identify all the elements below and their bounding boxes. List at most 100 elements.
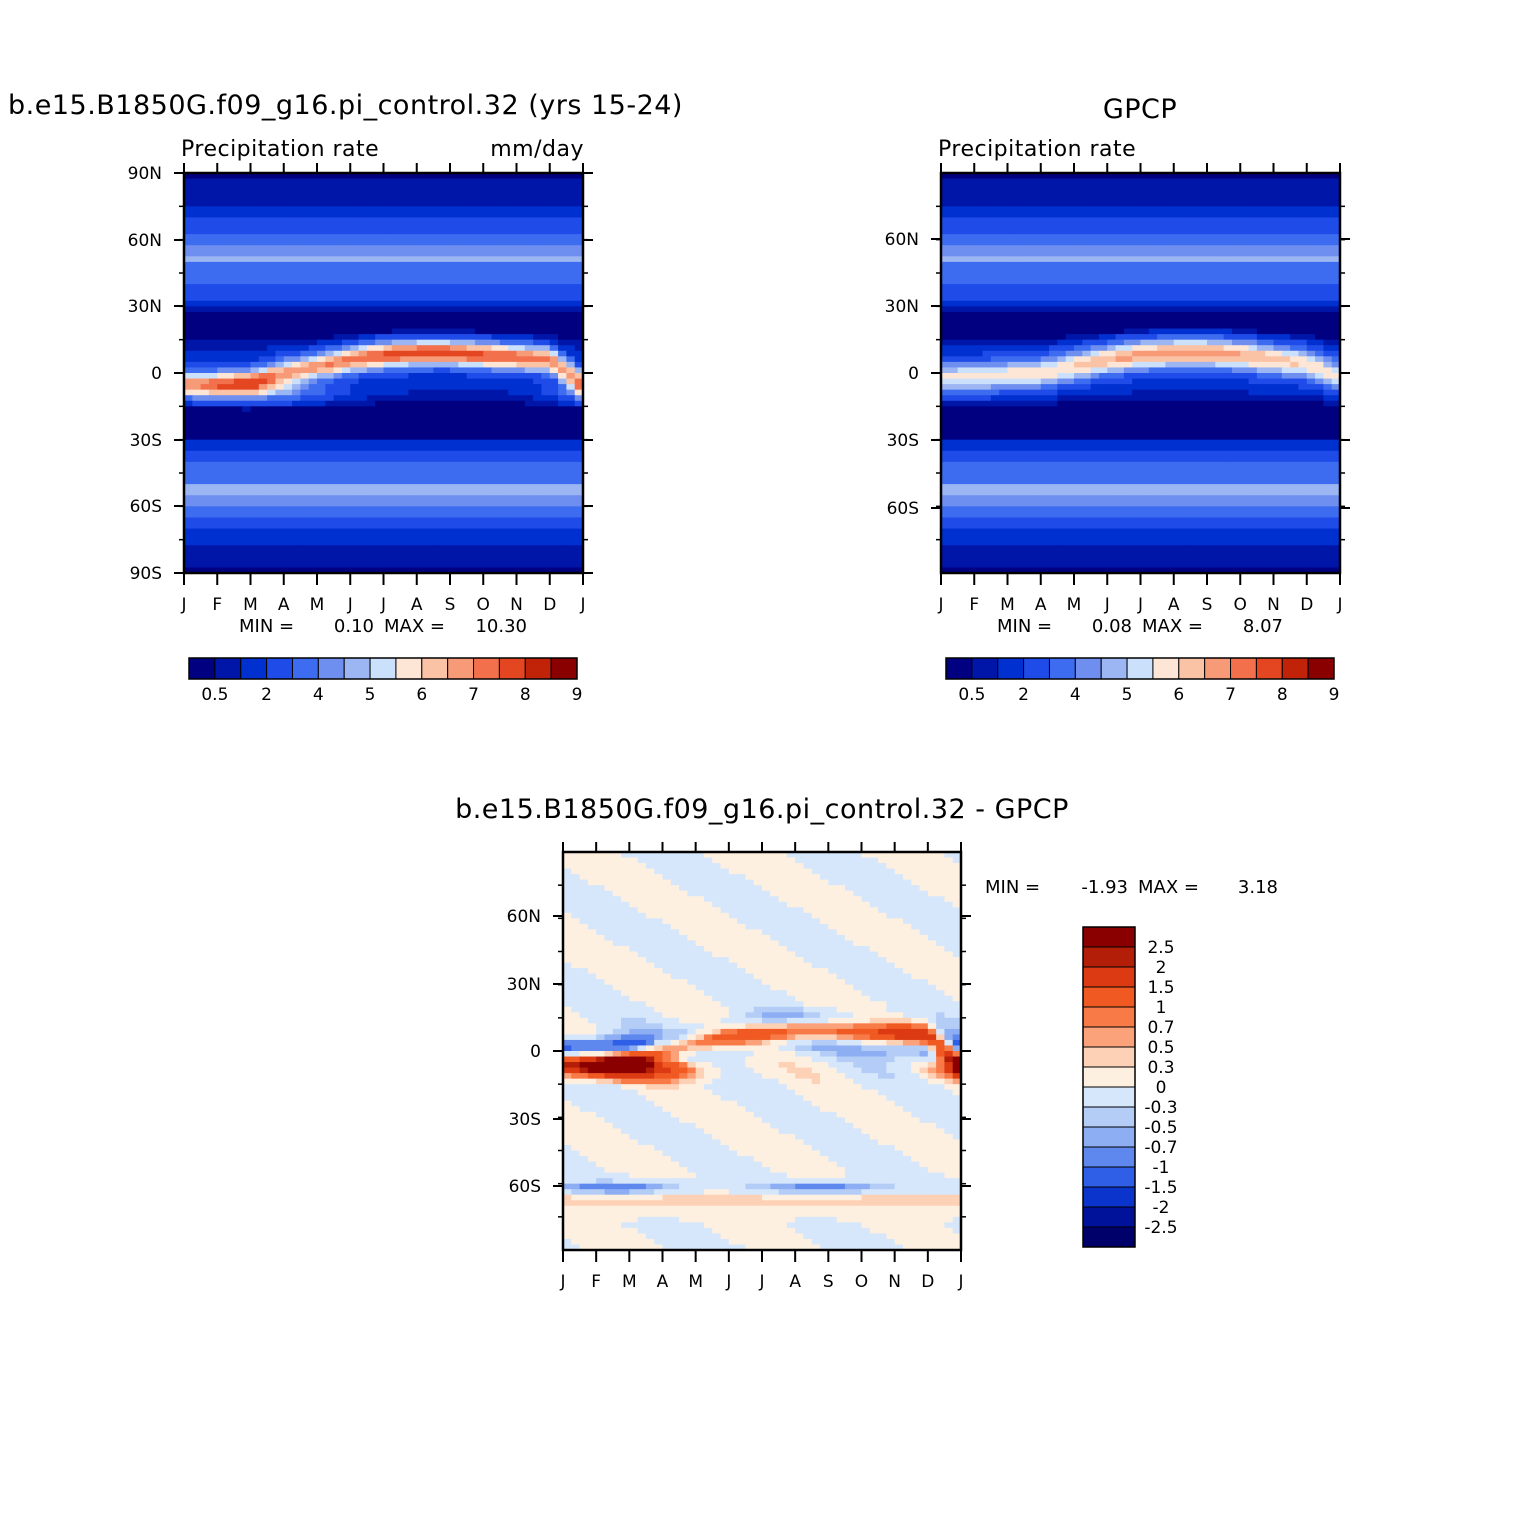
heatmap-cell xyxy=(375,261,385,269)
heatmap-cell xyxy=(483,473,493,480)
heatmap-cell xyxy=(300,428,310,435)
heatmap-cell xyxy=(433,506,443,513)
heatmap-cell xyxy=(333,473,343,480)
heatmap-cell xyxy=(1207,223,1216,230)
heatmap-cell xyxy=(391,289,401,296)
heatmap-cell xyxy=(458,206,468,213)
heatmap-cell xyxy=(408,550,418,557)
heatmap-cell xyxy=(184,367,193,374)
heatmap-cell xyxy=(499,173,509,180)
heatmap-cell xyxy=(466,484,476,491)
heatmap-cell xyxy=(1173,250,1183,257)
heatmap-cell xyxy=(317,206,326,213)
heatmap-cell xyxy=(541,439,551,446)
heatmap-cell xyxy=(308,489,318,496)
heatmap-cell xyxy=(433,434,443,441)
heatmap-cell xyxy=(250,395,260,402)
heatmap-cell xyxy=(941,223,950,230)
heatmap-cell xyxy=(391,517,401,524)
heatmap-cell xyxy=(242,323,252,330)
heatmap-cell xyxy=(192,345,202,352)
heatmap-cell xyxy=(533,239,543,246)
heatmap-cell xyxy=(283,211,293,219)
heatmap-cell xyxy=(242,561,252,569)
y-tick-label: 30N xyxy=(128,297,162,317)
heatmap-cell xyxy=(317,434,326,441)
heatmap-cell xyxy=(450,200,459,207)
colorbar-swatch xyxy=(550,657,578,680)
heatmap-cell xyxy=(300,250,310,257)
heatmap-cell xyxy=(425,223,434,230)
heatmap-cell xyxy=(1132,250,1142,257)
heatmap-cell xyxy=(358,406,368,413)
heatmap-cell xyxy=(184,495,193,502)
heatmap-cell xyxy=(400,267,410,274)
heatmap-cell xyxy=(516,317,526,324)
heatmap-cell xyxy=(999,289,1009,296)
heatmap-cell xyxy=(416,506,426,513)
heatmap-cell xyxy=(350,423,360,430)
heatmap-cell xyxy=(1132,239,1142,246)
heatmap-cell xyxy=(1090,261,1100,269)
heatmap-cell xyxy=(366,261,376,269)
heatmap-cell xyxy=(208,284,218,291)
heatmap-cell xyxy=(1173,217,1183,224)
heatmap-cell xyxy=(1107,184,1117,191)
heatmap-cell xyxy=(233,545,243,552)
heatmap-cell xyxy=(333,378,343,385)
heatmap-cell xyxy=(1115,289,1125,296)
heatmap-cell xyxy=(990,206,1000,213)
heatmap-cell xyxy=(441,195,451,202)
heatmap-cell xyxy=(574,417,584,424)
heatmap-cell xyxy=(300,339,310,346)
heatmap-cell xyxy=(1148,273,1158,280)
heatmap-cell xyxy=(350,367,360,374)
heatmap-cell xyxy=(433,378,443,385)
heatmap-cell xyxy=(491,473,501,480)
heatmap-cell xyxy=(258,178,268,185)
heatmap-cell xyxy=(965,256,975,263)
heatmap-cell xyxy=(217,289,227,296)
heatmap-cell xyxy=(566,411,576,419)
heatmap-cell xyxy=(566,523,576,530)
heatmap-cell xyxy=(441,373,451,380)
heatmap-cell xyxy=(1123,206,1133,213)
heatmap-cell xyxy=(233,184,243,191)
heatmap-cell xyxy=(208,511,218,519)
heatmap-cell xyxy=(325,234,335,241)
heatmap-cell xyxy=(508,534,518,541)
heatmap-cell xyxy=(366,395,376,402)
heatmap-cell xyxy=(341,245,351,252)
heatmap-cell xyxy=(275,173,285,180)
heatmap-cell xyxy=(250,473,260,480)
heatmap-cell xyxy=(516,200,526,207)
heatmap-cell xyxy=(508,434,518,441)
heatmap-cell xyxy=(325,556,335,563)
heatmap-cell xyxy=(425,389,434,396)
heatmap-cell xyxy=(308,523,318,530)
heatmap-cell xyxy=(366,256,376,263)
heatmap-cell xyxy=(1173,311,1183,319)
heatmap-cell xyxy=(541,195,551,202)
heatmap-cell xyxy=(208,256,218,263)
heatmap-cell xyxy=(541,456,551,463)
heatmap-cell xyxy=(974,223,984,230)
heatmap-cell xyxy=(317,439,326,446)
heatmap-cell xyxy=(441,234,451,241)
heatmap-cell xyxy=(300,317,310,324)
heatmap-cell xyxy=(1248,278,1258,285)
heatmap-cell xyxy=(258,350,268,357)
heatmap-cell xyxy=(1248,261,1258,269)
heatmap-cell xyxy=(558,489,567,496)
heatmap-cell xyxy=(391,311,401,319)
heatmap-cell xyxy=(416,223,426,230)
heatmap-cell xyxy=(1182,173,1191,180)
heatmap-cell xyxy=(1098,250,1108,257)
heatmap-cell xyxy=(200,484,210,491)
heatmap-cell xyxy=(533,228,543,235)
heatmap-cell xyxy=(416,373,426,380)
heatmap-cell xyxy=(317,239,326,246)
heatmap-cell xyxy=(1082,195,1092,202)
heatmap-cell xyxy=(1115,239,1125,246)
heatmap-cell xyxy=(1323,289,1333,296)
